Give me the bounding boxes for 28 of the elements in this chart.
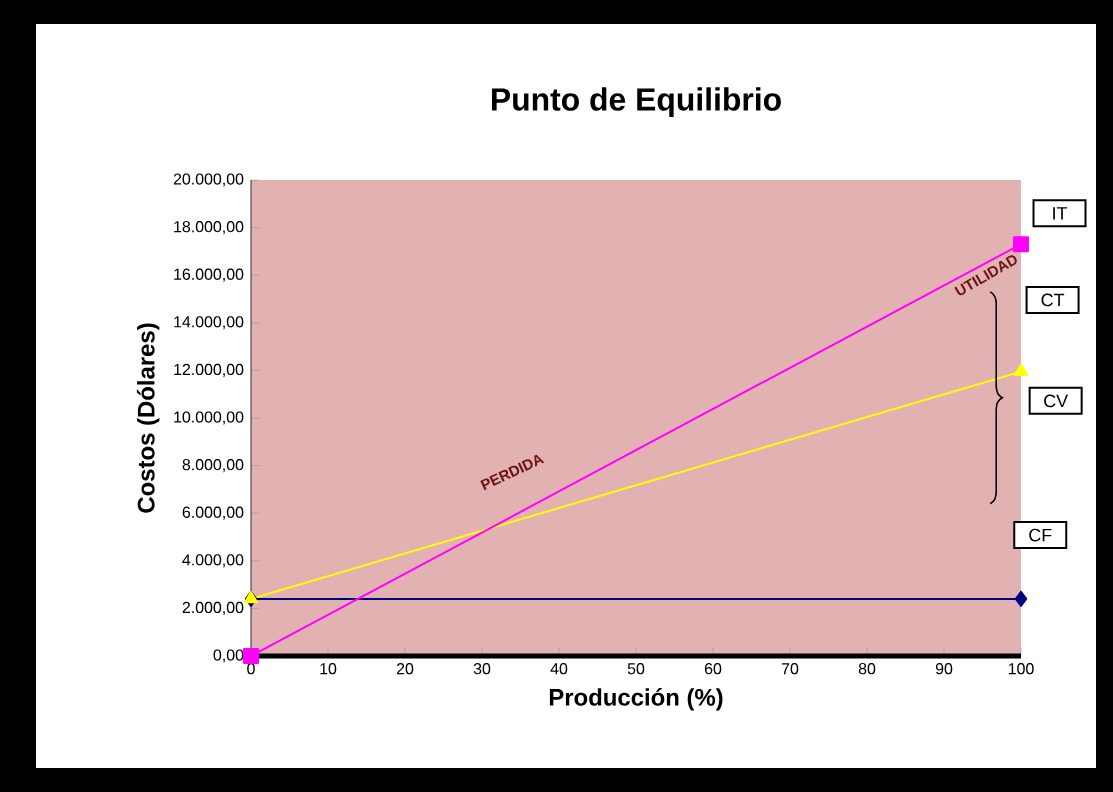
y-tick-label: 20.000,00: [173, 173, 244, 187]
y-tick-label: 6.000,00: [182, 506, 244, 520]
x-tick-label: 20: [396, 663, 414, 675]
x-tick-label: 60: [704, 663, 722, 675]
x-tick-label: 30: [473, 663, 491, 675]
y-tick-label: 10.000,00: [174, 411, 244, 425]
y-tick-label: 14.000,00: [174, 316, 244, 330]
y-tick-label: 4.000,00: [182, 554, 244, 568]
chart-title: Punto de Equilibrio: [492, 87, 781, 118]
y-tick-label: 18.000,00: [174, 221, 244, 235]
y-axis-title: Costos (Dólares): [136, 323, 160, 513]
x-tick-label: 80: [858, 663, 876, 675]
x-tick-label: 10: [320, 663, 337, 675]
x-axis-title: Producción (%): [549, 688, 723, 711]
x-tick-label: 90: [935, 663, 953, 675]
y-tick-label: 16.000,00: [174, 268, 244, 282]
y-tick-label: 12.000,00: [174, 363, 244, 377]
text: CV: [1044, 394, 1069, 408]
x-tick-label: 50: [627, 663, 645, 675]
text: IT: [1053, 207, 1068, 220]
x-tick-label: 70: [781, 663, 799, 675]
y-tick-label: 0,00: [213, 649, 244, 663]
y-tick-label: 8.000,00: [182, 459, 244, 473]
x-tick-label: 100: [1008, 663, 1034, 675]
text: CT: [1041, 293, 1065, 307]
y-tick-label: 2.000,00: [182, 601, 244, 615]
text: CF: [1029, 528, 1052, 542]
x-tick-label: 40: [550, 663, 568, 675]
